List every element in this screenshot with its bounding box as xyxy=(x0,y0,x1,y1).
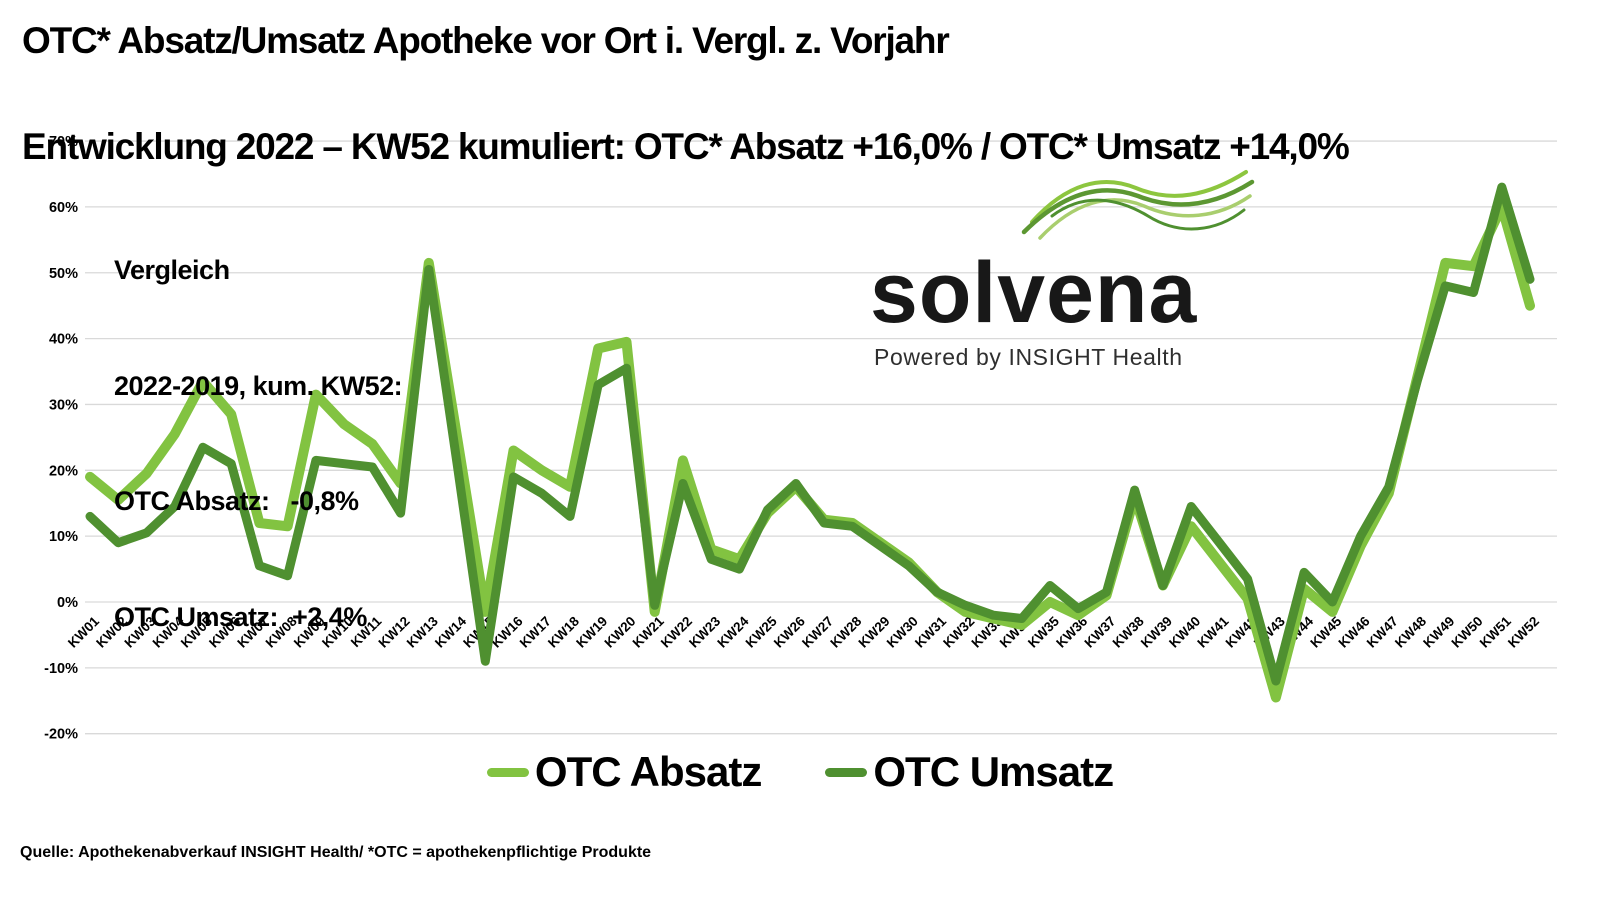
x-axis-tick-label: KW39 xyxy=(1138,614,1175,651)
y-axis-tick-label: 20% xyxy=(49,463,78,479)
logo-tagline: Powered by INSIGHT Health xyxy=(874,344,1183,370)
annotation-umsatz-value: OTC Umsatz: +2,4% xyxy=(114,601,367,632)
chart-title-line1: OTC* Absatz/Umsatz Apotheke vor Ort i. V… xyxy=(22,20,950,61)
annotation-absatz-value: OTC Absatz: -0,8% xyxy=(114,486,359,516)
x-axis-tick-label: KW49 xyxy=(1420,614,1457,651)
chart-title-line2: Entwicklung 2022 – KW52 kumuliert: OTC* … xyxy=(22,126,1350,167)
y-axis-tick-label: 50% xyxy=(49,266,78,282)
x-axis-tick-label: KW27 xyxy=(799,614,836,651)
comparison-annotation: Vergleich 2022-2019, kum. KW52: OTC Absa… xyxy=(114,174,403,675)
y-axis-tick-label: -20% xyxy=(44,727,78,743)
legend-item-absatz: OTC Absatz xyxy=(486,748,762,796)
x-axis-tick-label: KW19 xyxy=(573,614,610,651)
x-axis-tick-label: KW40 xyxy=(1166,614,1203,651)
y-axis-tick-label: -10% xyxy=(44,661,78,677)
y-axis-tick-label: 10% xyxy=(49,529,78,545)
x-axis-tick-label: KW32 xyxy=(940,614,977,651)
annotation-heading: Vergleich xyxy=(114,255,230,285)
line-chart: 70%60%50%40%30%20%10%0%-10%-20%KW01KW02K… xyxy=(44,134,1557,743)
x-axis-tick-label: KW22 xyxy=(658,614,695,651)
y-axis-tick-label: 0% xyxy=(57,595,78,611)
chart-title: OTC* Absatz/Umsatz Apotheke vor Ort i. V… xyxy=(22,14,1350,173)
umsatz-line xyxy=(85,182,1535,686)
logo-wave-icon xyxy=(1021,170,1255,240)
source-note: Quelle: Apothekenabverkauf INSIGHT Healt… xyxy=(20,844,652,861)
y-axis-tick-label: 60% xyxy=(49,200,78,216)
x-axis-tick-label: KW29 xyxy=(856,614,893,651)
x-axis-tick-label: KW17 xyxy=(517,614,554,651)
legend-item-umsatz: OTC Umsatz xyxy=(825,748,1114,796)
legend-label-absatz: OTC Absatz xyxy=(534,748,762,795)
chart-legend: OTC Absatz OTC Umsatz xyxy=(0,748,1600,796)
x-axis-tick-label: KW47 xyxy=(1364,614,1401,651)
x-axis-tick-label: KW52 xyxy=(1505,614,1542,651)
umsatz-line-swatch xyxy=(825,767,868,777)
y-axis-tick-label: 40% xyxy=(49,332,78,348)
x-axis-tick-label: KW37 xyxy=(1081,614,1118,651)
logo-wordmark: solvena xyxy=(870,245,1198,341)
x-axis-tick-label: KW20 xyxy=(601,614,638,651)
y-axis-tick-label: 30% xyxy=(49,397,78,413)
x-axis-tick-label: KW30 xyxy=(884,614,921,651)
absatz-line-swatch xyxy=(486,767,529,777)
legend-label-umsatz: OTC Umsatz xyxy=(873,748,1114,795)
annotation-period: 2022-2019, kum. KW52: xyxy=(114,370,403,401)
x-axis-tick-label: KW50 xyxy=(1449,614,1486,651)
y-axis-tick-label: 70% xyxy=(49,134,78,150)
